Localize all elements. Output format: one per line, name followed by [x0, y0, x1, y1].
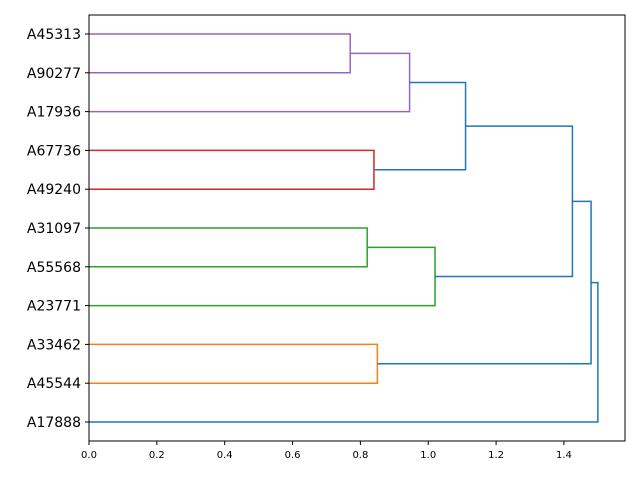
dendrogram-link-2	[89, 149, 375, 190]
leaf-labels: A45313 A90277 A17936 A67736 A49240 A31097 A555…	[27, 27, 89, 431]
dendrogram-link-1	[89, 52, 411, 113]
dendrogram-link-9	[89, 281, 599, 423]
dendrogram-link-5	[89, 246, 436, 307]
dendrogram-link-4	[89, 227, 368, 268]
dendrogram-link-7	[89, 343, 379, 384]
dendrogram-link-3	[373, 81, 467, 171]
x-tick-label: 0.2	[149, 450, 165, 461]
x-tick-label: 0.8	[352, 450, 368, 461]
leaf-label: A17936	[27, 105, 81, 121]
dendrogram-link-8	[377, 200, 592, 365]
leaf-label: A55568	[27, 260, 81, 276]
x-tick-label: 1.2	[488, 450, 504, 461]
leaf-label: A33462	[27, 337, 81, 353]
x-tick-label: 0.4	[217, 450, 233, 461]
leaf-label: A67736	[27, 143, 81, 159]
dendrogram-links	[89, 33, 599, 423]
dendrogram-link-6	[435, 125, 574, 278]
dendrogram-link-0	[89, 33, 351, 74]
leaf-label: A31097	[27, 221, 81, 237]
leaf-label: A90277	[27, 66, 81, 82]
x-tick-label: 0.6	[285, 450, 301, 461]
x-tick-label: 1.0	[420, 450, 436, 461]
leaf-label: A45544	[27, 376, 81, 392]
x-axis: 0.0 0.2 0.4 0.6 0.8 1.0 1.2 1.4	[81, 441, 572, 461]
leaf-label: A45313	[27, 27, 81, 43]
leaf-label: A49240	[27, 182, 81, 198]
leaf-label: A23771	[27, 299, 81, 315]
x-tick-label: 1.4	[556, 450, 572, 461]
x-tick-label: 0.0	[81, 450, 97, 461]
leaf-label: A17888	[27, 415, 81, 431]
